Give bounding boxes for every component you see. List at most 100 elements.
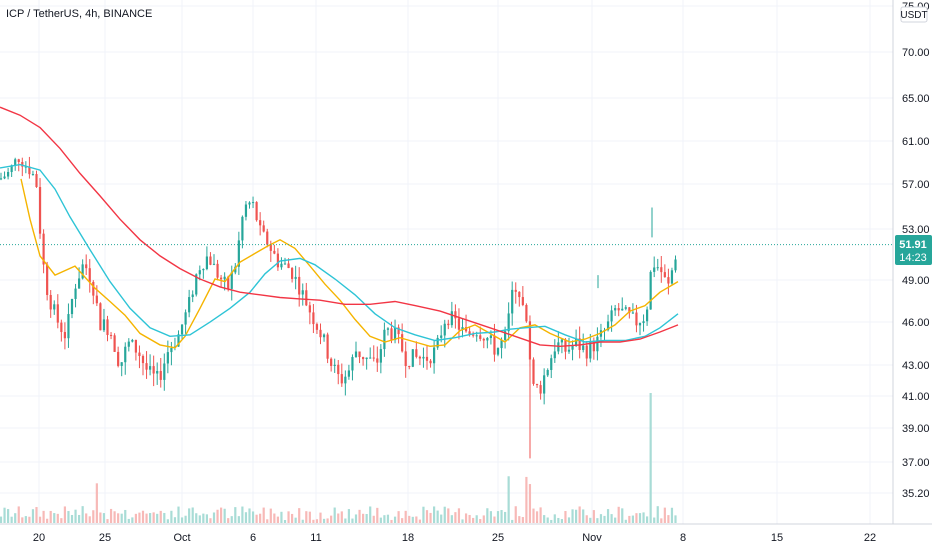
candle[interactable] (482, 337, 485, 349)
candle[interactable] (656, 258, 659, 271)
candle[interactable] (42, 229, 45, 274)
candle[interactable] (291, 267, 294, 283)
candle[interactable] (124, 342, 127, 375)
candle[interactable] (156, 362, 159, 385)
candle[interactable] (14, 157, 17, 171)
candle[interactable] (280, 257, 283, 270)
candle[interactable] (241, 215, 244, 249)
candle[interactable] (21, 157, 24, 177)
candle[interactable] (582, 333, 585, 353)
candle[interactable] (585, 341, 588, 367)
candle[interactable] (386, 327, 390, 336)
candle[interactable] (184, 309, 187, 334)
candle[interactable] (631, 303, 634, 314)
candle[interactable] (209, 252, 212, 266)
candle[interactable] (38, 178, 42, 239)
candle[interactable] (493, 323, 496, 362)
candle[interactable] (191, 290, 194, 303)
candle[interactable] (117, 346, 120, 368)
candle[interactable] (358, 351, 361, 364)
candle[interactable] (479, 326, 482, 342)
candle[interactable] (188, 289, 191, 318)
candle[interactable] (496, 347, 500, 357)
candle[interactable] (3, 171, 6, 180)
candle[interactable] (628, 306, 631, 319)
candle[interactable] (259, 212, 262, 236)
candle[interactable] (347, 364, 350, 380)
candle[interactable] (251, 196, 255, 209)
candle[interactable] (621, 297, 624, 311)
candle[interactable] (56, 294, 59, 329)
candle[interactable] (564, 338, 567, 360)
candle[interactable] (237, 231, 240, 275)
candle[interactable] (205, 246, 208, 271)
candle[interactable] (372, 345, 375, 362)
candle[interactable] (550, 354, 553, 379)
candle[interactable] (525, 303, 528, 323)
candle[interactable] (486, 336, 489, 349)
candle[interactable] (642, 314, 645, 332)
candle[interactable] (457, 308, 461, 340)
candle[interactable] (131, 338, 134, 343)
candle[interactable] (422, 347, 425, 368)
candle[interactable] (145, 351, 148, 379)
candle[interactable] (369, 347, 372, 359)
candle[interactable] (511, 281, 514, 326)
chart-title[interactable]: ICP / TetherUS, 4h, BINANCE (6, 8, 152, 20)
candle[interactable] (53, 300, 56, 315)
candle[interactable] (472, 331, 475, 338)
candle[interactable] (408, 365, 411, 370)
candle[interactable] (330, 357, 333, 372)
candle[interactable] (447, 319, 450, 330)
candle[interactable] (543, 368, 546, 405)
candle[interactable] (521, 286, 524, 307)
candle[interactable] (596, 327, 599, 361)
candle[interactable] (500, 337, 503, 359)
candle[interactable] (113, 333, 116, 352)
candle[interactable] (99, 302, 102, 331)
candle[interactable] (340, 363, 343, 387)
candle[interactable] (152, 355, 155, 387)
candle[interactable] (198, 265, 201, 281)
candle[interactable] (102, 308, 106, 333)
candle[interactable] (415, 341, 418, 359)
candle[interactable] (433, 339, 436, 374)
candle[interactable] (149, 354, 152, 376)
candle-layer[interactable] (0, 156, 677, 459)
candle[interactable] (443, 319, 446, 348)
candle[interactable] (308, 301, 311, 325)
candle[interactable] (429, 359, 432, 368)
candle[interactable] (315, 322, 319, 334)
candle[interactable] (159, 357, 162, 388)
candle[interactable] (557, 331, 560, 355)
candle[interactable] (660, 256, 663, 283)
candle[interactable] (326, 332, 329, 364)
candle[interactable] (24, 161, 27, 174)
candle[interactable] (141, 354, 145, 376)
candle[interactable] (305, 282, 308, 307)
candle[interactable] (351, 354, 354, 381)
candle[interactable] (109, 332, 113, 340)
candle[interactable] (578, 326, 581, 359)
candle[interactable] (624, 305, 627, 311)
candle[interactable] (120, 362, 123, 377)
candle[interactable] (92, 280, 95, 305)
candle[interactable] (127, 338, 130, 352)
candle[interactable] (599, 323, 603, 348)
candle[interactable] (49, 290, 52, 318)
candle[interactable] (344, 370, 347, 396)
candle[interactable] (70, 298, 74, 319)
candle[interactable] (337, 360, 340, 385)
candle[interactable] (262, 220, 265, 233)
candle[interactable] (333, 358, 336, 373)
candle[interactable] (649, 270, 652, 310)
candle[interactable] (553, 339, 556, 363)
candle[interactable] (404, 341, 407, 378)
candle[interactable] (294, 265, 297, 290)
time-axis-background[interactable] (0, 524, 932, 550)
candle[interactable] (298, 267, 301, 307)
candle[interactable] (518, 291, 521, 307)
candle[interactable] (589, 333, 592, 363)
candle[interactable] (532, 357, 535, 386)
candle[interactable] (255, 201, 258, 222)
